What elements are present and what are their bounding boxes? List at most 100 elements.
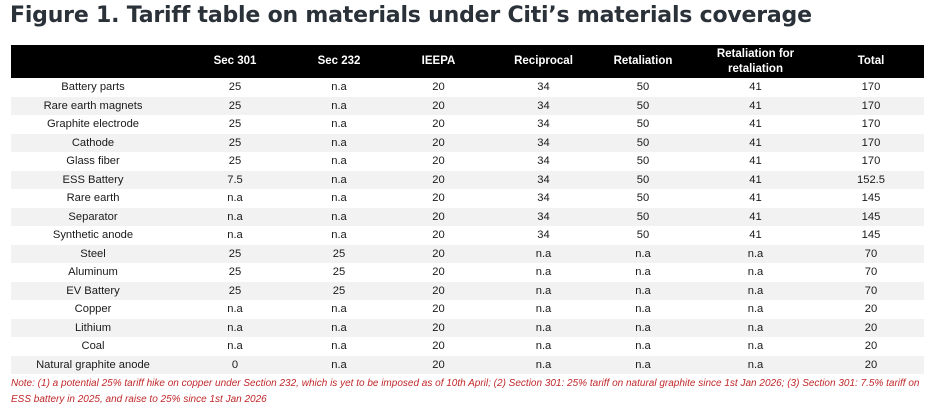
- retaliation-for-retaliation-header: Retaliation for retaliation: [716, 47, 795, 75]
- table-row: Glass fiber 25 n.a 20 34 50 41 170: [11, 152, 924, 171]
- figure-title: Figure 1. Tariff table on materials unde…: [10, 3, 812, 28]
- table-row: ESS Battery 7.5 n.a 20 34 50 41 152.5: [11, 170, 924, 189]
- footnote: Note: (1) a potential 25% tariff hike on…: [11, 378, 920, 405]
- sec-301-value: 25: [228, 136, 242, 149]
- material-name: Lithium: [74, 321, 112, 334]
- ieepa-value: 20: [432, 210, 445, 223]
- reciprocal-value: 34: [537, 192, 550, 205]
- table-row: Copper n.a n.a 20 n.a n.a n.a 20: [11, 300, 924, 319]
- material-name: Glass fiber: [66, 155, 120, 168]
- sec-232-value: 25: [332, 247, 346, 260]
- retaliation-value: 50: [636, 210, 650, 223]
- sec-232-value: 25: [332, 266, 346, 279]
- ieepa-value: 20: [432, 192, 445, 205]
- ieepa-value: 20: [432, 266, 445, 279]
- retaliation-for-retaliation-value: n.a: [747, 266, 764, 279]
- ieepa-header: IEEPA: [421, 55, 456, 67]
- total-value: 170: [861, 81, 881, 94]
- material-header: [11, 45, 175, 78]
- retaliation-value: 50: [636, 136, 650, 149]
- retaliation-for-retaliation-value: 41: [749, 136, 762, 149]
- sec-301-value: n.a: [227, 321, 243, 334]
- material-name: Separator: [68, 210, 118, 223]
- total-value: 170: [861, 99, 881, 112]
- retaliation-value: n.a: [635, 340, 651, 353]
- reciprocal-value: 34: [537, 118, 550, 131]
- reciprocal-value: 34: [537, 210, 550, 223]
- table-header: Sec 301 Sec 232 IEEPA Reciprocal Retaliation…: [11, 45, 924, 78]
- total-value: 20: [864, 303, 878, 316]
- material-name: Rare earth: [66, 192, 120, 205]
- retaliation-for-retaliation-value: 41: [749, 229, 762, 242]
- retaliation-value: 50: [636, 155, 650, 168]
- sec-301-value: n.a: [227, 229, 243, 242]
- sec-232-value: n.a: [331, 229, 347, 242]
- sec-301-value: 25: [228, 247, 242, 260]
- sec-301-value: n.a: [227, 303, 243, 316]
- retaliation-for-retaliation-value: 41: [749, 173, 762, 186]
- ieepa-value: 20: [432, 118, 445, 131]
- ieepa-value: 20: [432, 358, 445, 371]
- retaliation-value: n.a: [635, 266, 651, 279]
- retaliation-value: n.a: [635, 321, 651, 334]
- reciprocal-value: n.a: [535, 303, 552, 316]
- reciprocal-value: n.a: [535, 358, 552, 371]
- ieepa-value: 20: [432, 321, 445, 334]
- retaliation-for-retaliation-value: n.a: [747, 284, 764, 297]
- total-value: 70: [864, 266, 878, 279]
- retaliation-value: n.a: [635, 358, 651, 371]
- total-value: 170: [861, 155, 881, 168]
- table-row: EV Battery 25 25 20 n.a n.a n.a 70: [11, 281, 924, 300]
- reciprocal-value: 34: [537, 81, 550, 94]
- total-value: 70: [864, 247, 878, 260]
- retaliation-for-retaliation-value: n.a: [747, 303, 764, 316]
- retaliation-for-retaliation-value: n.a: [747, 340, 764, 353]
- retaliation-for-retaliation-value: 41: [749, 118, 762, 131]
- material-name: Copper: [74, 303, 112, 316]
- material-name: Graphite electrode: [46, 118, 140, 131]
- reciprocal-value: n.a: [535, 266, 552, 279]
- total-value: 70: [864, 284, 878, 297]
- table-row: Aluminum 25 25 20 n.a n.a n.a 70: [11, 263, 924, 282]
- sec-232-value: n.a: [331, 118, 347, 131]
- sec-301-value: n.a: [227, 210, 243, 223]
- retaliation-value: n.a: [635, 284, 651, 297]
- retaliation-header: Retaliation: [613, 55, 673, 67]
- total-value: 145: [861, 210, 881, 223]
- ieepa-value: 20: [432, 136, 445, 149]
- table-row: Rare earth magnets 25 n.a 20 34 50 41 170: [11, 96, 924, 115]
- total-value: 170: [861, 136, 881, 149]
- table-row: Rare earth n.a n.a 20 34 50 41 145: [11, 189, 924, 208]
- table-row: Steel 25 25 20 n.a n.a n.a 70: [11, 244, 924, 263]
- sec-301-header: Sec 301: [213, 55, 257, 67]
- retaliation-value: n.a: [635, 303, 651, 316]
- total-value: 170: [861, 118, 881, 131]
- sec-301-value: 25: [228, 99, 242, 112]
- reciprocal-value: 34: [537, 173, 550, 186]
- ieepa-value: 20: [432, 284, 445, 297]
- ieepa-value: 20: [432, 247, 445, 260]
- ieepa-value: 20: [432, 173, 445, 186]
- material-name: Cathode: [71, 136, 115, 149]
- table-row: Separator n.a n.a 20 34 50 41 145: [11, 207, 924, 226]
- reciprocal-value: n.a: [535, 247, 552, 260]
- retaliation-value: 50: [636, 99, 650, 112]
- total-value: 152.5: [857, 173, 885, 186]
- material-name: Aluminum: [68, 266, 118, 279]
- material-name: Coal: [81, 340, 105, 353]
- ieepa-value: 20: [432, 303, 445, 316]
- table-row: Coal n.a n.a 20 n.a n.a n.a 20: [11, 337, 924, 356]
- total-value: 20: [864, 358, 878, 371]
- reciprocal-value: 34: [537, 155, 550, 168]
- material-name: Rare earth magnets: [43, 99, 143, 112]
- retaliation-for-retaliation-value: 41: [749, 192, 762, 205]
- total-value: 145: [861, 229, 881, 242]
- ieepa-value: 20: [432, 81, 445, 94]
- tariff-table: Sec 301 Sec 232 IEEPA Reciprocal Retaliation…: [11, 45, 924, 374]
- sec-301-value: 25: [228, 266, 242, 279]
- sec-232-value: n.a: [331, 155, 347, 168]
- material-name: Natural graphite anode: [36, 358, 150, 371]
- retaliation-for-retaliation-value: n.a: [747, 358, 764, 371]
- material-name: Synthetic anode: [52, 229, 134, 242]
- sec-301-value: 25: [228, 284, 242, 297]
